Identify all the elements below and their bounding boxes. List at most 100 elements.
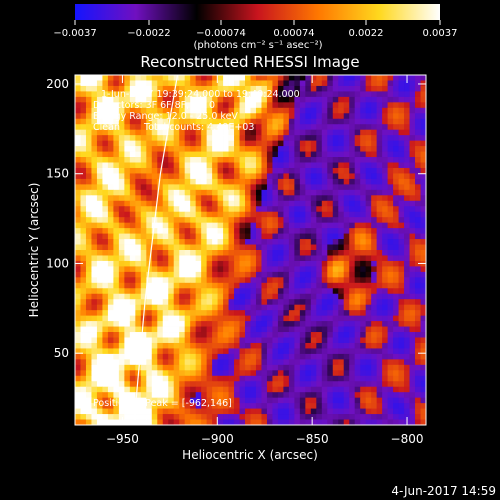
heatmap-cell	[387, 244, 394, 251]
heatmap-cell	[184, 403, 191, 409]
heatmap-cell	[107, 167, 114, 174]
heatmap-cell	[85, 91, 92, 98]
heatmap-cell	[245, 189, 251, 196]
heatmap-cell	[118, 80, 125, 87]
heatmap-cell	[118, 135, 125, 142]
heatmap-cell	[124, 266, 131, 273]
heatmap-cell	[140, 222, 147, 229]
heatmap-cell	[140, 277, 147, 284]
heatmap-cell	[343, 124, 350, 131]
heatmap-cell	[107, 353, 114, 360]
heatmap-cell	[415, 184, 421, 191]
heatmap-cell	[140, 162, 147, 169]
heatmap-cell	[409, 135, 416, 142]
heatmap-cell	[420, 167, 426, 174]
heatmap-cell	[288, 91, 295, 98]
heatmap-cell	[239, 271, 246, 278]
heatmap-cell	[376, 233, 383, 240]
heatmap-cell	[343, 162, 350, 169]
heatmap-cell	[239, 244, 246, 251]
heatmap-cell	[113, 184, 120, 191]
heatmap-cell	[409, 337, 416, 344]
heatmap-cell	[212, 217, 218, 224]
heatmap-cell	[162, 200, 169, 207]
heatmap-cell	[310, 239, 317, 245]
heatmap-cell	[212, 157, 218, 163]
heatmap-cell	[168, 118, 175, 125]
heatmap-cell	[387, 75, 394, 81]
heatmap-cell	[151, 419, 158, 425]
heatmap-cell	[272, 337, 279, 344]
heatmap-cell	[146, 332, 153, 338]
heatmap-cell	[162, 222, 169, 229]
heatmap-cell	[146, 419, 153, 425]
heatmap-cell	[261, 342, 268, 349]
heatmap-cell	[371, 217, 378, 224]
heatmap-cell	[255, 162, 262, 169]
heatmap-cell	[376, 146, 383, 152]
heatmap-cell	[321, 75, 328, 81]
heatmap-cell	[316, 386, 323, 393]
heatmap-cell	[91, 386, 98, 393]
heatmap-cell	[75, 146, 81, 152]
heatmap-cell	[288, 195, 295, 202]
heatmap-cell	[250, 359, 257, 366]
heatmap-cell	[239, 195, 246, 202]
heatmap-cell	[162, 85, 169, 92]
heatmap-cell	[179, 189, 186, 196]
heatmap-cell	[349, 342, 356, 349]
heatmap-cell	[190, 250, 197, 256]
heatmap-cell	[376, 304, 383, 311]
heatmap-cell	[360, 233, 367, 240]
heatmap-cell	[404, 337, 410, 344]
heatmap-cell	[234, 271, 240, 278]
heatmap-cell	[415, 375, 421, 382]
heatmap-cell	[173, 250, 180, 256]
heatmap-cell	[239, 359, 246, 366]
heatmap-cell	[305, 359, 312, 366]
heatmap-cell	[354, 151, 361, 158]
heatmap-cell	[184, 260, 191, 267]
heatmap-cell	[404, 293, 410, 300]
heatmap-cell	[217, 146, 224, 152]
heatmap-cell	[354, 288, 361, 295]
heatmap-cell	[376, 255, 383, 262]
heatmap-cell	[228, 321, 235, 327]
heatmap-cell	[343, 348, 350, 355]
heatmap-cell	[179, 326, 186, 333]
heatmap-cell	[415, 75, 421, 81]
heatmap-cell	[332, 157, 339, 163]
heatmap-cell	[91, 162, 98, 169]
heatmap-cell	[376, 315, 383, 322]
heatmap-cell	[140, 96, 147, 103]
heatmap-cell	[393, 244, 399, 251]
heatmap-cell	[343, 233, 350, 240]
heatmap-cell	[173, 364, 180, 371]
heatmap-cell	[146, 381, 153, 388]
heatmap-cell	[343, 244, 350, 251]
heatmap-cell	[140, 211, 147, 218]
heatmap-cell	[250, 337, 257, 344]
heatmap-cell	[277, 107, 284, 114]
heatmap-cell	[294, 107, 301, 114]
heatmap-cell	[195, 321, 202, 327]
heatmap-cell	[321, 299, 328, 306]
heatmap-cell	[272, 310, 279, 317]
heatmap-cell	[409, 146, 416, 152]
heatmap-cell	[96, 260, 103, 267]
heatmap-cell	[157, 310, 164, 317]
heatmap-cell	[184, 392, 191, 399]
heatmap-cell	[316, 348, 323, 355]
heatmap-cell	[195, 244, 202, 251]
heatmap-cell	[261, 118, 268, 125]
heatmap-cell	[85, 397, 92, 404]
heatmap-cell	[239, 304, 246, 311]
heatmap-cell	[376, 129, 383, 136]
heatmap-cell	[184, 310, 191, 317]
heatmap-cell	[349, 217, 356, 224]
heatmap-cell	[140, 282, 147, 289]
heatmap-cell	[168, 173, 175, 180]
heatmap-cell	[415, 315, 421, 322]
heatmap-cell	[255, 167, 262, 174]
